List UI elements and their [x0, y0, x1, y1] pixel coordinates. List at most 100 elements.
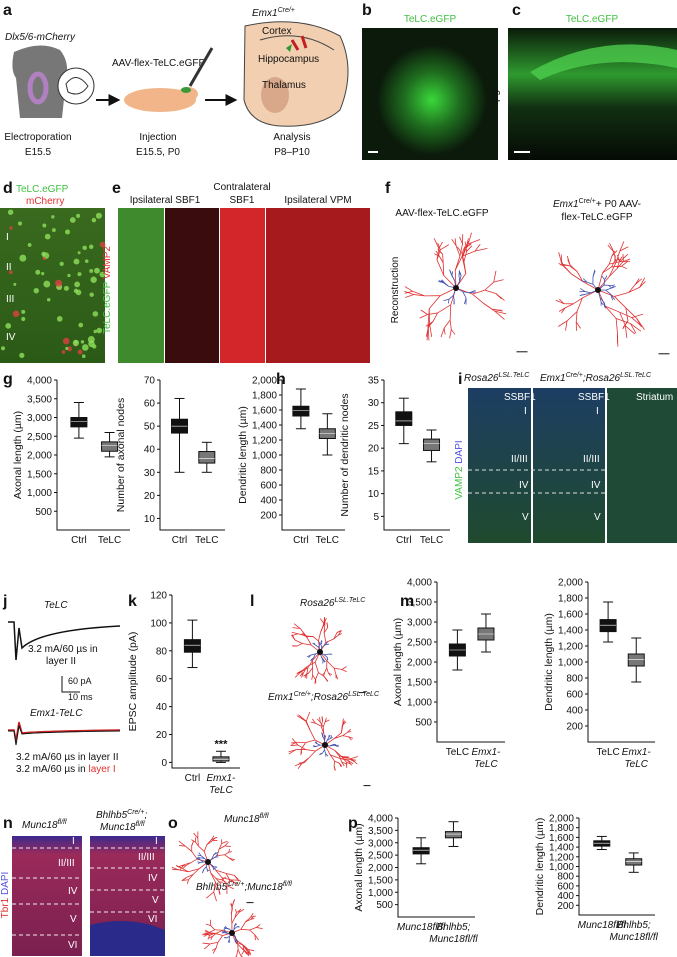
- y-tick-label: 80: [156, 646, 168, 657]
- axon: [225, 872, 235, 876]
- y-tick-label: 1,500: [27, 469, 52, 480]
- axon: [247, 949, 251, 954]
- panel-letter: b: [362, 2, 372, 19]
- y-tick-label: 3,000: [368, 838, 393, 849]
- cell: [84, 259, 89, 263]
- step: Analysis: [273, 132, 310, 143]
- axon: [493, 279, 504, 283]
- layer-boundary: [468, 469, 605, 494]
- axon: [609, 242, 615, 253]
- axis: [56, 380, 130, 531]
- layer-label: VI: [68, 940, 77, 951]
- axon: [326, 660, 335, 669]
- axon: [215, 942, 219, 949]
- x-tick-label: TeLC: [98, 535, 121, 546]
- axon: [333, 632, 338, 640]
- panel-letter: i: [458, 371, 462, 388]
- axon: [216, 929, 223, 934]
- cell: [77, 349, 83, 355]
- cell: [55, 279, 63, 287]
- axon: [241, 947, 246, 952]
- axon: [176, 865, 182, 869]
- axon: [639, 277, 646, 288]
- box: [212, 756, 230, 762]
- cell: [94, 267, 100, 274]
- dendrite: [453, 295, 455, 300]
- axon: [224, 854, 230, 859]
- box: [198, 451, 216, 464]
- allele: fl/fl: [58, 819, 67, 826]
- dendrite: [202, 869, 204, 874]
- axon: [291, 738, 299, 746]
- axon: [602, 263, 610, 274]
- axon: [455, 245, 461, 257]
- condition: flex-TeLC.eGFP: [561, 212, 632, 223]
- cell: [44, 233, 51, 240]
- dendrite: [584, 291, 591, 294]
- axon: [240, 954, 243, 957]
- axon: [312, 718, 316, 724]
- dendrite: [200, 857, 205, 859]
- dendrite: [235, 939, 239, 942]
- inset-brain: [65, 77, 89, 95]
- axis: [383, 380, 450, 531]
- layer-label: V: [594, 512, 601, 523]
- x-tick-label: Munc18fl/fl: [610, 932, 659, 943]
- cell: [51, 215, 55, 219]
- x-tick-label: Munc18fl/fl: [578, 920, 627, 931]
- dendrite: [323, 654, 328, 658]
- axon: [621, 265, 627, 270]
- age: P9: [492, 89, 503, 102]
- panel-e: Contralateral Ipsilateral SBF1 SBF1 Ipsi…: [102, 182, 370, 363]
- panel-o: Munc18fl/fl Bhlhb5Cre/+;Munc18fl/fl: [196, 813, 292, 893]
- cell: [90, 276, 97, 283]
- axon: [237, 949, 241, 955]
- axon: [245, 918, 252, 923]
- axon: [198, 845, 205, 852]
- y-tick-label: 15: [368, 466, 380, 477]
- box: [395, 411, 413, 426]
- axon: [315, 672, 319, 679]
- y-tick-label: 1,600: [252, 406, 277, 417]
- axon: [240, 928, 250, 931]
- allele: Cre/+: [566, 372, 583, 379]
- condition: Emx1Cre/++ P0 AAV-: [553, 198, 641, 210]
- panel-letter: e: [112, 180, 121, 197]
- axon: [559, 298, 565, 305]
- axon: [463, 251, 467, 262]
- axon: [243, 945, 248, 951]
- axon: [472, 289, 485, 295]
- gene: Emx1: [268, 692, 294, 703]
- y-tick-label: 10: [368, 489, 380, 500]
- axon: [203, 943, 211, 950]
- axon: [619, 253, 629, 262]
- axon: [212, 837, 216, 841]
- axon: [294, 639, 303, 644]
- axon: [484, 281, 494, 291]
- panel-letter: o: [168, 815, 178, 832]
- cell: [78, 322, 84, 328]
- x-tick-label: Ctrl: [185, 773, 201, 784]
- axon: [621, 260, 629, 267]
- panel-a: Dlx5/6-mCherry AAV-flex-TeLC.eGFP Emx1Cr…: [4, 7, 349, 158]
- axon: [217, 854, 225, 857]
- panel-d: TeLC.eGFP mCherry I II III IV: [0, 184, 106, 363]
- dendrite: [197, 861, 200, 863]
- dendrite: [459, 275, 462, 282]
- axon: [203, 844, 208, 852]
- cell: [13, 282, 17, 286]
- layer-label: IV: [591, 480, 601, 491]
- axon: [440, 327, 445, 338]
- axon: [440, 244, 450, 251]
- y-tick-label: 20: [156, 730, 168, 741]
- x-tick-label: TeLC: [596, 747, 619, 758]
- dendrite: [324, 749, 327, 754]
- axon: [623, 258, 631, 262]
- cell: [66, 346, 72, 352]
- cell: [5, 322, 12, 329]
- chart: 500 1,000 1,500 2,000 2,500 3,000 3,500 4,000 Ax…: [392, 578, 505, 770]
- genotype: Rosa26LSL.TeLC: [464, 372, 530, 384]
- gene: Bhlhb5: [196, 882, 228, 893]
- y-tick-label: 1,800: [558, 594, 583, 605]
- axon: [333, 668, 337, 675]
